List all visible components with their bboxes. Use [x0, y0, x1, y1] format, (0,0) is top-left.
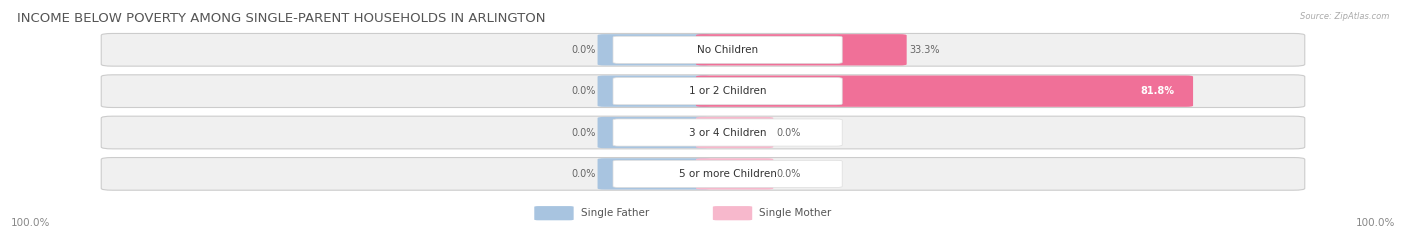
Text: 0.0%: 0.0% [572, 127, 596, 137]
Text: 0.0%: 0.0% [572, 45, 596, 55]
Text: Single Mother: Single Mother [759, 208, 831, 218]
Text: Single Father: Single Father [581, 208, 650, 218]
FancyBboxPatch shape [613, 78, 842, 105]
FancyBboxPatch shape [598, 117, 710, 148]
FancyBboxPatch shape [696, 117, 773, 148]
FancyBboxPatch shape [613, 160, 842, 187]
Text: 0.0%: 0.0% [572, 86, 596, 96]
FancyBboxPatch shape [101, 75, 1305, 107]
FancyBboxPatch shape [101, 34, 1305, 66]
Text: 1 or 2 Children: 1 or 2 Children [689, 86, 766, 96]
FancyBboxPatch shape [696, 158, 773, 189]
Text: 0.0%: 0.0% [776, 127, 800, 137]
Text: No Children: No Children [697, 45, 758, 55]
FancyBboxPatch shape [613, 36, 842, 63]
FancyBboxPatch shape [598, 34, 710, 65]
Text: 0.0%: 0.0% [572, 169, 596, 179]
Text: Source: ZipAtlas.com: Source: ZipAtlas.com [1299, 12, 1389, 21]
Text: 100.0%: 100.0% [11, 218, 51, 227]
FancyBboxPatch shape [696, 75, 1194, 107]
Text: 3 or 4 Children: 3 or 4 Children [689, 127, 766, 137]
Text: 81.8%: 81.8% [1140, 86, 1175, 96]
FancyBboxPatch shape [696, 34, 907, 65]
FancyBboxPatch shape [534, 206, 574, 220]
FancyBboxPatch shape [101, 116, 1305, 149]
Text: 0.0%: 0.0% [776, 169, 800, 179]
FancyBboxPatch shape [613, 119, 842, 146]
FancyBboxPatch shape [598, 75, 710, 107]
Text: 5 or more Children: 5 or more Children [679, 169, 776, 179]
FancyBboxPatch shape [713, 206, 752, 220]
FancyBboxPatch shape [101, 158, 1305, 190]
Text: INCOME BELOW POVERTY AMONG SINGLE-PARENT HOUSEHOLDS IN ARLINGTON: INCOME BELOW POVERTY AMONG SINGLE-PARENT… [17, 12, 546, 25]
FancyBboxPatch shape [598, 158, 710, 189]
Text: 100.0%: 100.0% [1355, 218, 1395, 227]
Text: 33.3%: 33.3% [910, 45, 941, 55]
